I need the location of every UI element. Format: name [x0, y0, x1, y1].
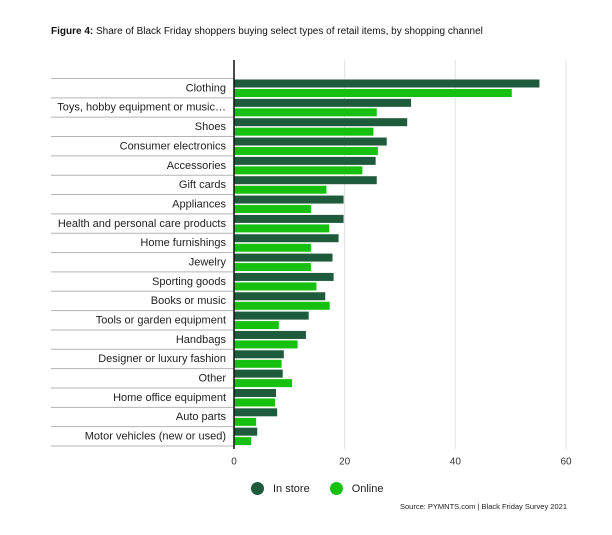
bar-in-store[interactable] [234, 214, 344, 223]
bar-in-store[interactable] [234, 156, 376, 165]
chart-title-text: Share of Black Friday shoppers buying se… [93, 26, 483, 37]
bar-online[interactable] [234, 359, 282, 368]
category-label: Motor vehicles (new or used) [85, 431, 226, 443]
bar-in-store[interactable] [234, 272, 334, 281]
bar-in-store[interactable] [234, 311, 309, 320]
legend-swatch-in-store [251, 482, 264, 495]
bar-online[interactable] [234, 282, 317, 291]
category-label: Sporting goods [152, 276, 226, 288]
bar-in-store[interactable] [234, 330, 306, 339]
category-label: Books or music [151, 295, 227, 307]
bar-in-store[interactable] [234, 118, 408, 127]
bar-in-store[interactable] [234, 427, 258, 436]
bar-online[interactable] [234, 89, 512, 97]
category-label: Home office equipment [113, 392, 226, 404]
bar-online[interactable] [234, 321, 279, 330]
x-tick-label: 60 [560, 456, 572, 467]
bar-in-store[interactable] [234, 253, 333, 262]
bar-online[interactable] [234, 224, 330, 233]
bar-online[interactable] [234, 263, 311, 272]
legend: In store Online [251, 482, 403, 495]
bar-online[interactable] [234, 147, 378, 156]
chart-title: Figure 4: Share of Black Friday shoppers… [51, 26, 483, 37]
category-label: Clothing [186, 82, 226, 94]
bar-online[interactable] [234, 379, 293, 388]
bar-online[interactable] [234, 437, 252, 446]
bar-in-store[interactable] [234, 195, 344, 204]
category-label: Tools or garden equipment [96, 315, 226, 327]
bar-online[interactable] [234, 243, 311, 252]
bar-online[interactable] [234, 340, 298, 349]
bar-in-store[interactable] [234, 388, 277, 397]
legend-label-in-store: In store [273, 482, 310, 495]
bar-in-store[interactable] [234, 79, 540, 88]
category-label: Gift cards [179, 179, 227, 191]
bar-online[interactable] [234, 417, 257, 426]
x-tick-label: 0 [231, 456, 237, 467]
bar-in-store[interactable] [234, 350, 284, 359]
category-label: Shoes [195, 121, 227, 133]
category-label: Appliances [172, 198, 226, 210]
category-label: Home furnishings [140, 237, 226, 249]
bar-in-store[interactable] [234, 98, 412, 107]
x-tick-label: 20 [339, 456, 351, 467]
bar-in-store[interactable] [234, 292, 326, 301]
bar-online[interactable] [234, 205, 311, 214]
bar-online[interactable] [234, 185, 327, 194]
legend-label-online: Online [351, 482, 384, 495]
category-label: Jewelry [189, 256, 227, 268]
category-label: Handbags [176, 334, 227, 346]
chart-title-lead: Figure 4: [51, 26, 94, 37]
legend-swatch-online [329, 482, 343, 495]
category-label: Accessories [167, 160, 227, 172]
x-tick-label: 40 [450, 456, 462, 467]
bar-in-store[interactable] [234, 408, 278, 417]
bar-in-store[interactable] [234, 176, 377, 185]
bar-online[interactable] [234, 301, 330, 310]
legend-item-online[interactable]: Online [329, 482, 384, 495]
bar-online[interactable] [234, 166, 363, 175]
bar-online[interactable] [234, 108, 377, 117]
bar-in-store[interactable] [234, 234, 339, 243]
bar-in-store[interactable] [234, 369, 283, 378]
legend-item-in-store[interactable]: In store [251, 482, 310, 495]
category-label: Consumer electronics [120, 140, 227, 152]
category-label: Toys, hobby equipment or music… [57, 102, 226, 114]
category-label: Designer or luxury fashion [98, 353, 226, 365]
bar-online[interactable] [234, 398, 275, 407]
category-label: Other [198, 373, 226, 385]
source-note: Source: PYMNTS.com | Black Friday Survey… [399, 502, 567, 511]
bar-online[interactable] [234, 127, 374, 136]
bar-in-store[interactable] [234, 137, 387, 146]
category-label: Health and personal care products [58, 218, 227, 230]
category-label: Auto parts [176, 411, 227, 423]
